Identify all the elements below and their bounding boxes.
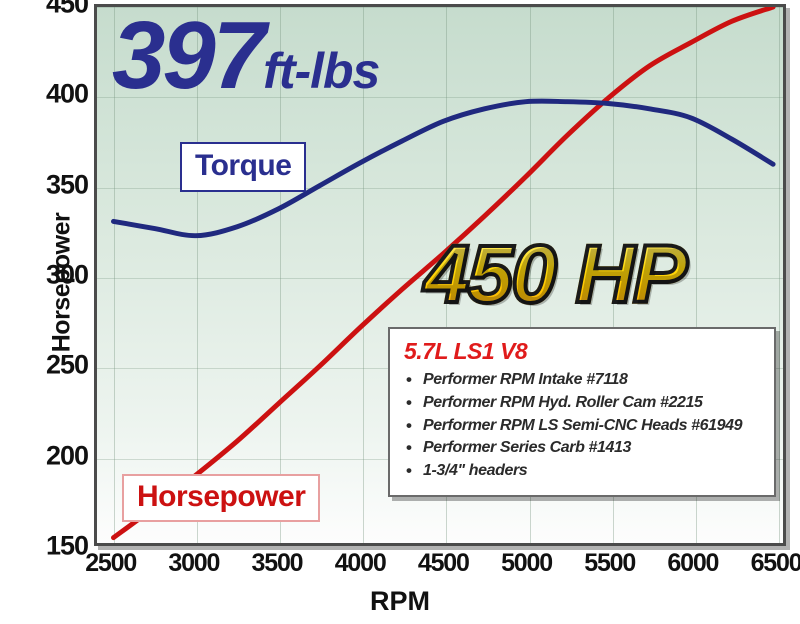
gridline-vertical — [196, 7, 198, 543]
gridline-horizontal — [97, 187, 783, 189]
series-label-horsepower: Horsepower — [122, 474, 321, 522]
gridline-vertical — [779, 7, 781, 543]
gridline-vertical — [446, 7, 448, 543]
x-tick-label: 4000 — [334, 549, 387, 577]
x-tick-label: 5500 — [584, 549, 636, 577]
gridline-vertical — [695, 7, 697, 543]
peak-power-callout: 450 HP — [422, 229, 690, 320]
series-line-torque — [111, 98, 776, 239]
y-axis-tick-labels: 450 400 350 300 250 200 150 — [0, 0, 92, 624]
x-tick-label: 6500 — [750, 549, 800, 577]
peak-torque-unit: ft-lbs — [263, 43, 380, 99]
series-curves — [111, 7, 776, 541]
y-tick-label: 300 — [45, 259, 89, 290]
x-tick-label: 6000 — [667, 549, 719, 577]
x-tick-label: 2500 — [85, 549, 137, 577]
gridline-vertical — [529, 7, 531, 543]
x-tick-label: 4500 — [417, 549, 470, 577]
gridline-horizontal — [97, 7, 783, 8]
peak-torque-callout: 397ft-lbs — [112, 8, 380, 104]
x-tick-label: 5000 — [501, 549, 553, 577]
peak-torque-value: 397 — [112, 2, 266, 109]
y-tick-label: 400 — [45, 78, 89, 109]
y-tick-label: 350 — [45, 169, 89, 200]
spec-item: Performer Series Carb #1413 — [404, 436, 762, 460]
x-tick-label: 3500 — [251, 549, 304, 577]
y-tick-label: 150 — [45, 530, 89, 561]
gridline-vertical — [113, 7, 115, 543]
gridline-vertical — [363, 7, 365, 543]
spec-item: 1-3/4" headers — [404, 459, 762, 483]
y-tick-label: 450 — [45, 0, 89, 19]
spec-box: 5.7L LS1 V8 Performer RPM Intake #7118Pe… — [388, 327, 776, 497]
gridline-vertical — [612, 7, 614, 543]
spec-item: Performer RPM Intake #7118 — [404, 368, 762, 392]
series-line-horsepower — [111, 7, 776, 541]
spec-item-list: Performer RPM Intake #7118Performer RPM … — [404, 368, 762, 483]
x-axis-tick-labels: 2500 3000 3500 4000 4500 5000 5500 6000 6500 — [0, 551, 800, 591]
y-tick-label: 200 — [45, 440, 89, 471]
x-axis-title: RPM — [370, 586, 430, 616]
gridline-horizontal — [97, 278, 783, 279]
spec-box-title: 5.7L LS1 V8 — [404, 338, 528, 364]
plot-area — [94, 4, 786, 546]
spec-item: Performer RPM Hyd. Roller Cam #2215 — [404, 391, 762, 415]
gridline-horizontal — [97, 97, 783, 99]
gridline-vertical — [279, 7, 281, 543]
x-tick-label: 3000 — [168, 549, 220, 577]
y-tick-label: 250 — [45, 349, 89, 380]
spec-item: Performer RPM LS Semi-CNC Heads #61949 — [404, 414, 762, 438]
series-label-torque: Torque — [180, 142, 307, 192]
